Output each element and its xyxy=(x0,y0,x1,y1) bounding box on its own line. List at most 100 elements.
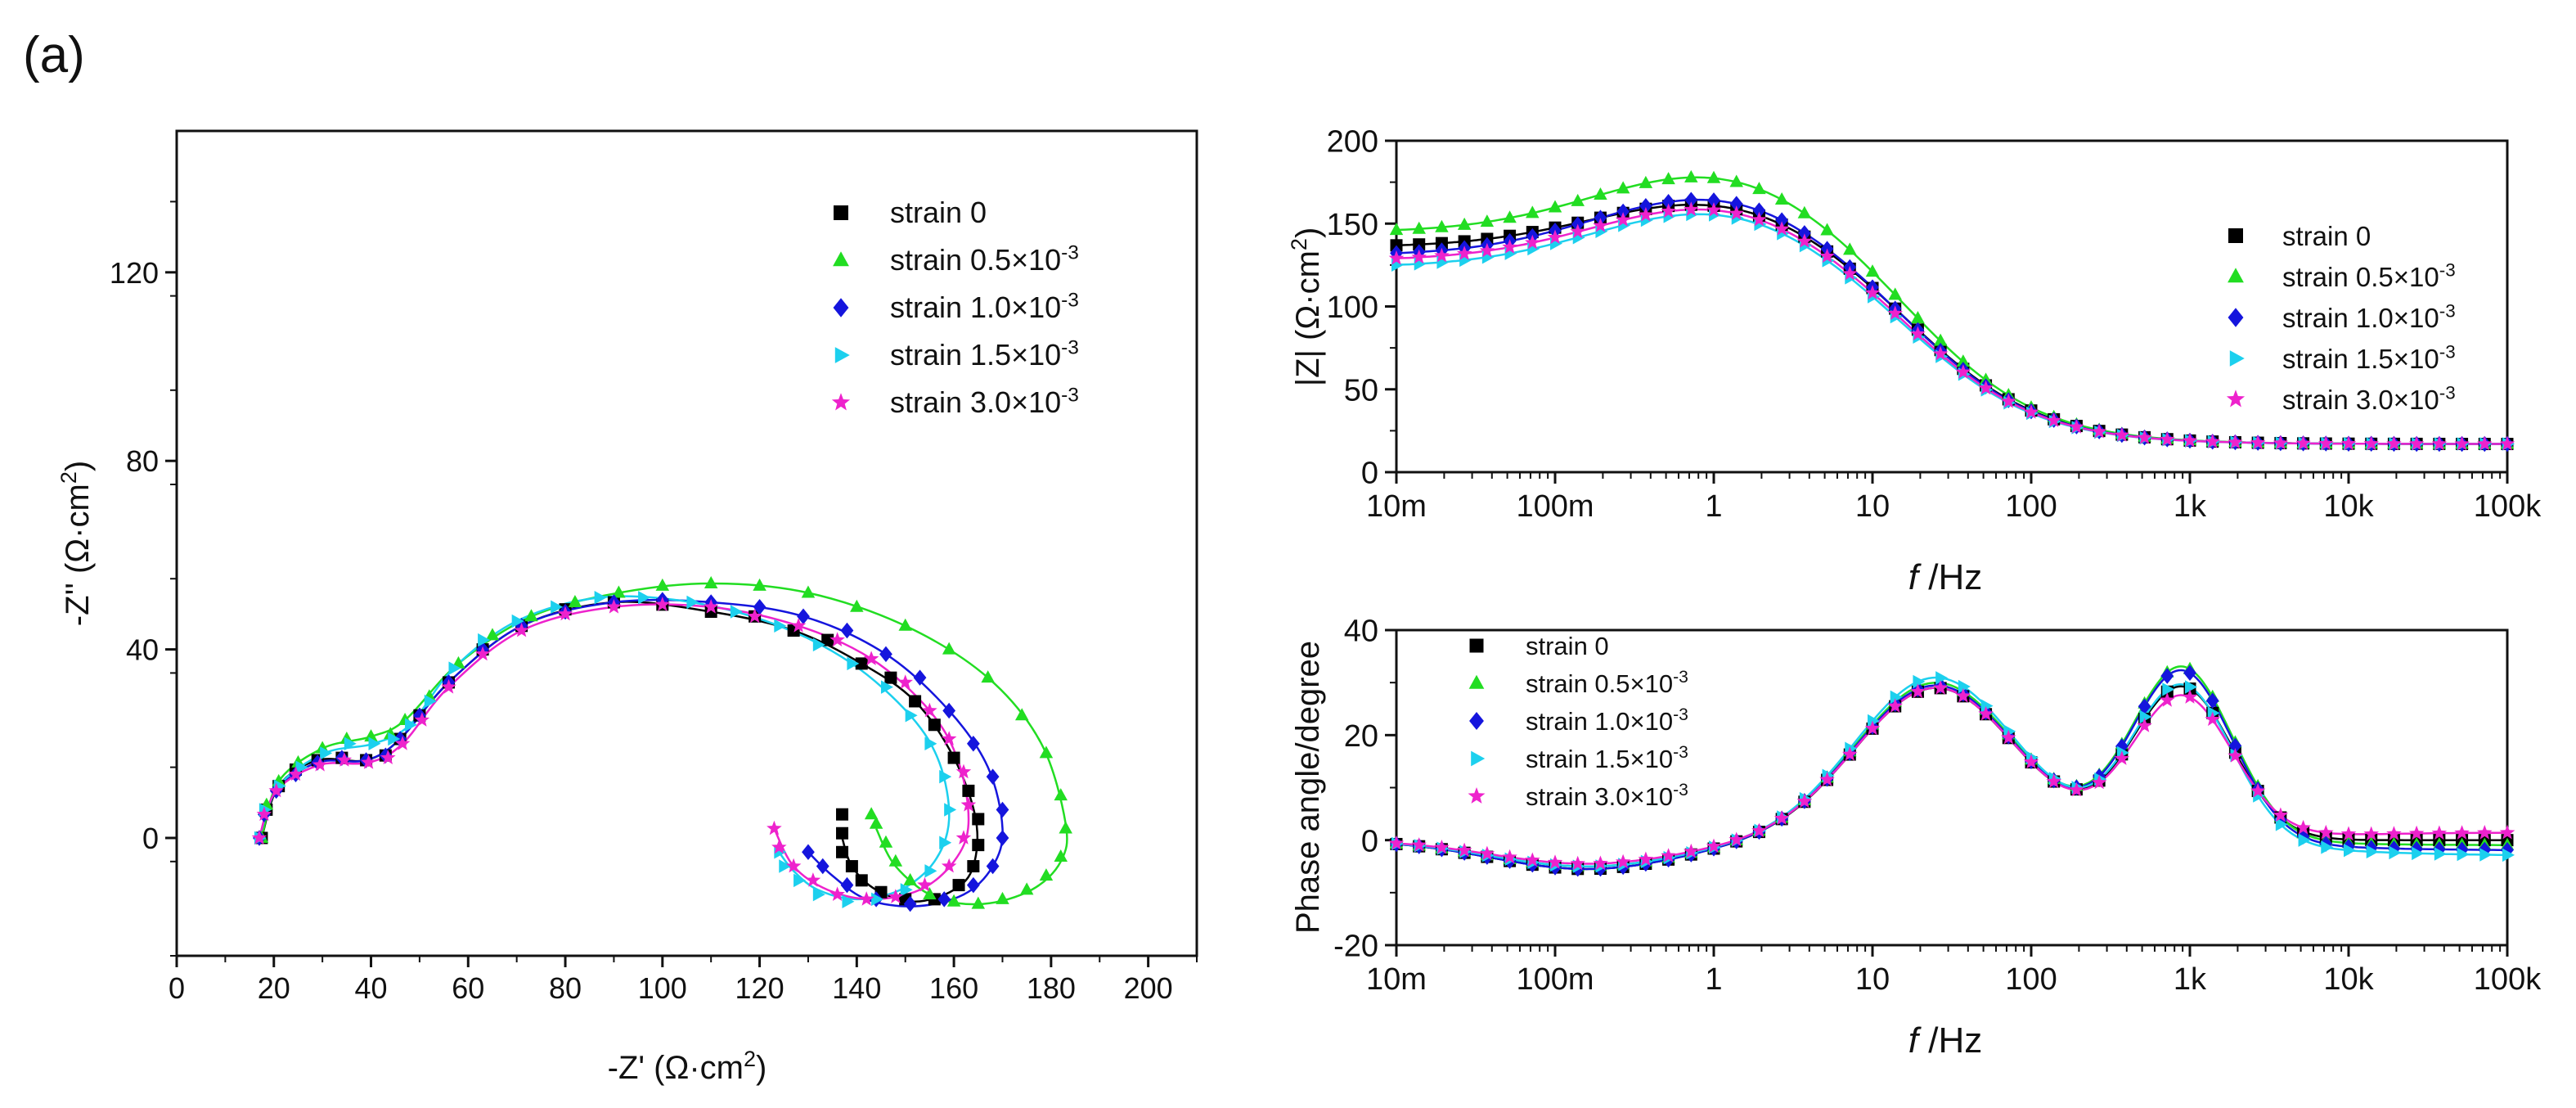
data-point xyxy=(2502,848,2515,863)
data-point xyxy=(801,585,816,598)
data-point xyxy=(2160,431,2175,446)
data-point xyxy=(1910,326,1926,341)
data-point xyxy=(986,858,1000,875)
data-point xyxy=(1638,851,1654,867)
nyquist-legend: strain 0 strain 0.5×10-3 strain 1.0×10-3 st… xyxy=(831,196,1079,419)
x-tick-label: 1k xyxy=(2174,489,2207,524)
data-point xyxy=(836,826,849,840)
data-point xyxy=(924,736,937,751)
data-point xyxy=(2182,689,2198,704)
data-point xyxy=(394,736,411,750)
data-point xyxy=(1054,788,1068,801)
data-point xyxy=(336,752,353,767)
data-point xyxy=(829,632,845,646)
data-point xyxy=(897,674,913,689)
data-point xyxy=(805,872,821,887)
data-point xyxy=(2183,664,2196,682)
data-point xyxy=(2137,718,2152,732)
data-point xyxy=(1706,170,1721,183)
data-point xyxy=(2138,698,2151,715)
legend-label: strain 1.5×10-3 xyxy=(1526,743,1688,773)
data-point xyxy=(1980,699,1994,713)
data-point xyxy=(1661,848,1676,863)
data-point xyxy=(785,858,802,873)
y-axis-label: Phase angle/degree xyxy=(1290,641,1326,934)
legend-label: strain 1.5×10-3 xyxy=(890,336,1079,372)
data-point xyxy=(2431,435,2448,451)
data-point xyxy=(888,889,904,903)
data-point xyxy=(903,872,917,885)
data-point xyxy=(1571,193,1585,206)
data-point xyxy=(1456,842,1472,858)
data-point xyxy=(1039,868,1054,881)
x-tick-label: 1k xyxy=(2174,962,2207,997)
x-tick-label: 100m xyxy=(1516,962,1594,997)
data-point xyxy=(880,680,893,694)
data-point xyxy=(962,784,975,797)
data-point xyxy=(405,718,418,732)
legend-label: strain 0.5×10-3 xyxy=(1526,668,1688,698)
data-point xyxy=(703,599,719,614)
data-point xyxy=(941,858,957,873)
legend-label: strain 0 xyxy=(890,196,987,229)
data-point xyxy=(1526,205,1540,218)
data-point xyxy=(842,894,855,909)
y-tick-label: 0 xyxy=(142,822,159,855)
data-point xyxy=(441,678,456,694)
data-point xyxy=(344,736,357,751)
y-tick-label: -20 xyxy=(1333,930,1378,964)
data-point xyxy=(2273,807,2289,822)
data-point xyxy=(511,614,524,628)
data-point xyxy=(1411,249,1427,264)
x-tick-label: 10m xyxy=(1366,962,1427,997)
data-point xyxy=(1842,265,1858,281)
x-axis-label: f /Hz xyxy=(1908,1020,1982,1061)
data-point xyxy=(1958,679,1971,694)
data-point xyxy=(1865,264,1880,277)
data-point xyxy=(654,597,671,611)
data-point xyxy=(942,702,956,719)
data-point xyxy=(2001,393,2016,408)
data-point xyxy=(1752,202,1766,218)
data-point xyxy=(1593,218,1608,232)
data-point xyxy=(864,807,879,820)
data-point xyxy=(1570,855,1585,871)
data-point xyxy=(928,718,941,732)
legend-label: strain 1.0×10-3 xyxy=(890,289,1079,324)
legend-marker xyxy=(834,205,848,220)
data-point xyxy=(947,751,960,764)
data-point xyxy=(905,708,918,723)
data-point xyxy=(2477,825,2493,840)
data-point xyxy=(414,712,430,727)
data-point xyxy=(551,600,564,615)
data-point xyxy=(288,766,303,781)
data-point xyxy=(2023,404,2039,419)
data-point xyxy=(2386,435,2402,451)
x-tick-label: 100m xyxy=(1516,489,1594,524)
data-point xyxy=(1819,248,1835,263)
data-point xyxy=(802,844,815,861)
data-point xyxy=(1639,175,1653,188)
data-point xyxy=(2139,709,2152,724)
data-point xyxy=(251,830,267,845)
data-point xyxy=(1751,822,1767,838)
legend-label: strain 3.0×10-3 xyxy=(1526,781,1688,811)
x-tick-label: 40 xyxy=(355,971,388,1005)
legend-marker xyxy=(1468,787,1486,804)
plot-frame xyxy=(175,129,1198,957)
legend-marker xyxy=(831,393,851,411)
data-point xyxy=(942,642,956,655)
panel-label: (a) xyxy=(23,27,85,83)
data-point xyxy=(955,830,972,845)
data-point xyxy=(1435,219,1449,232)
data-point xyxy=(909,695,922,708)
data-point xyxy=(1594,187,1607,200)
data-point xyxy=(1388,835,1405,850)
legend-label: strain 3.0×10-3 xyxy=(890,384,1079,419)
data-point xyxy=(1706,838,1722,854)
data-point xyxy=(2250,782,2266,798)
data-point xyxy=(312,757,328,772)
data-point xyxy=(295,760,308,774)
data-point xyxy=(1502,849,1517,864)
data-point xyxy=(1978,705,1994,721)
